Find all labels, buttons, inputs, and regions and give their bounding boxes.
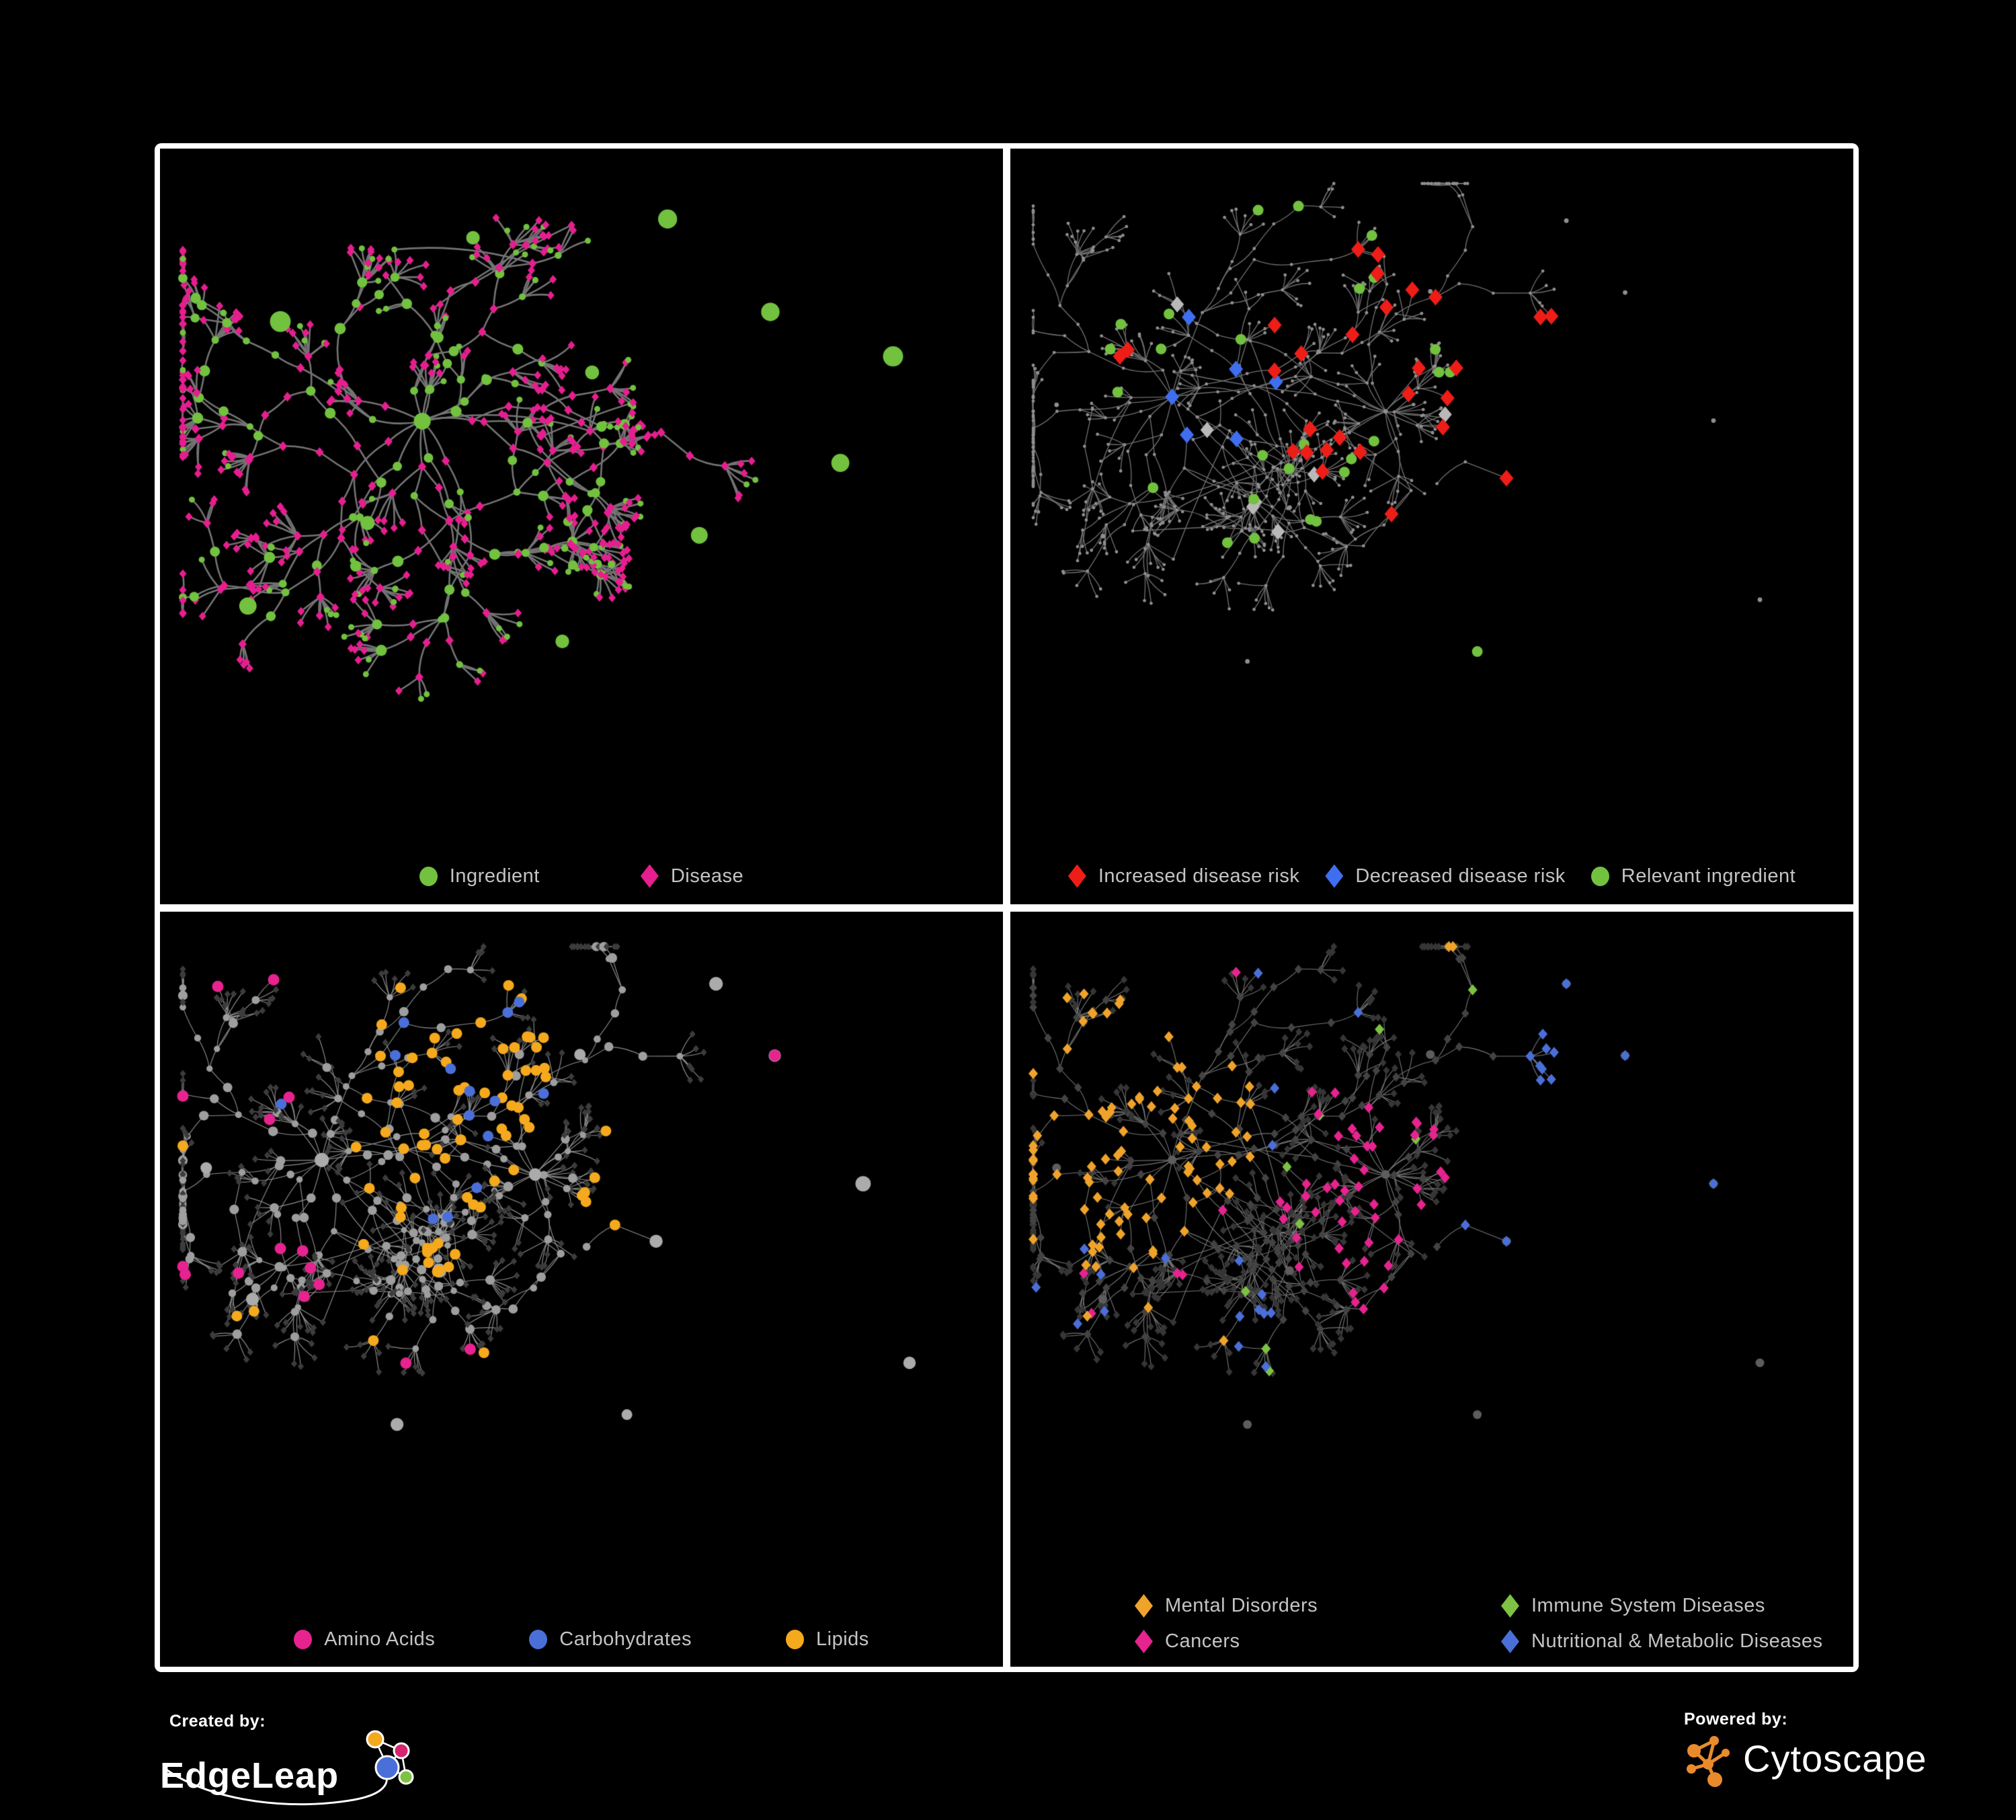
- legend-label: Disease: [670, 865, 744, 887]
- legend-ingredient-disease: Ingredient Disease: [160, 864, 1003, 888]
- edgeleap-logo-icon: [165, 1730, 414, 1806]
- powered-by-label: Powered by:: [1684, 1710, 1788, 1729]
- increased-risk-diamond-icon: [1067, 864, 1086, 888]
- legend-label: Relevant ingredient: [1621, 865, 1796, 887]
- immune-diseases-diamond-icon: [1501, 1594, 1519, 1618]
- legend-disease-risk: Increased disease risk Decreased disease…: [1010, 864, 1853, 888]
- nutrient-network-canvas: [160, 911, 1003, 1667]
- figure-grid: Ingredient Disease Increased disease ris…: [155, 143, 1859, 1672]
- disease-risk-network-canvas: [1010, 149, 1853, 904]
- legend-disease-classes: Mental Disorders Immune System Diseases …: [1135, 1594, 1822, 1653]
- panel-nutrient-classes: Amino Acids Carbohydrates Lipids: [160, 911, 1003, 1667]
- created-by-block: Created by: EdgeLeap: [160, 1712, 496, 1813]
- legend-item: Decreased disease risk: [1325, 864, 1566, 888]
- powered-by-block: Powered by: Cytoscape: [1684, 1710, 2000, 1804]
- legend-item: Disease: [640, 864, 744, 888]
- legend-label: Increased disease risk: [1098, 865, 1300, 887]
- disease-class-network-canvas: [1010, 911, 1853, 1667]
- panel-ingredient-disease: Ingredient Disease: [160, 149, 1003, 904]
- legend-label: Carbohydrates: [559, 1628, 692, 1650]
- disease-diamond-icon: [640, 864, 659, 888]
- legend-item: Cancers: [1135, 1630, 1501, 1653]
- legend-label: Immune System Diseases: [1531, 1595, 1765, 1616]
- legend-label: Nutritional & Metabolic Diseases: [1531, 1630, 1823, 1652]
- legend-item: Increased disease risk: [1067, 864, 1300, 888]
- legend-item: Nutritional & Metabolic Diseases: [1501, 1630, 1822, 1653]
- legend-item: Immune System Diseases: [1501, 1594, 1822, 1618]
- legend-label: Mental Disorders: [1165, 1595, 1318, 1616]
- carbohydrates-circle-icon: [529, 1630, 548, 1649]
- legend-item: Carbohydrates: [529, 1628, 692, 1651]
- panel-disease-risk: Increased disease risk Decreased disease…: [1010, 149, 1853, 904]
- legend-label: Amino Acids: [324, 1628, 436, 1650]
- ingredient-disease-network-canvas: [160, 149, 1003, 904]
- edgeleap-wordmark: EdgeLeap: [160, 1755, 339, 1796]
- nutritional-metabolic-diamond-icon: [1501, 1630, 1519, 1653]
- created-by-label: Created by:: [169, 1712, 266, 1731]
- legend-label: Cancers: [1165, 1630, 1240, 1652]
- cytoscape-wordmark: Cytoscape: [1743, 1737, 1927, 1780]
- decreased-risk-diamond-icon: [1325, 864, 1344, 888]
- legend-label: Lipids: [816, 1628, 869, 1650]
- panel-disease-classes: Mental Disorders Immune System Diseases …: [1010, 911, 1853, 1667]
- relevant-ingredient-circle-icon: [1590, 866, 1609, 886]
- legend-item: Amino Acids: [294, 1628, 435, 1651]
- legend-label: Decreased disease risk: [1355, 865, 1566, 887]
- legend-label: Ingredient: [449, 865, 540, 887]
- lipids-circle-icon: [786, 1630, 804, 1649]
- amino-acids-circle-icon: [294, 1630, 313, 1649]
- cancers-diamond-icon: [1135, 1630, 1153, 1653]
- ingredient-circle-icon: [419, 866, 438, 886]
- legend-item: Lipids: [786, 1628, 869, 1651]
- legend-item: Relevant ingredient: [1590, 865, 1796, 887]
- legend-item: Mental Disorders: [1135, 1594, 1501, 1618]
- legend-item: Ingredient: [419, 865, 540, 887]
- legend-nutrient-classes: Amino Acids Carbohydrates Lipids: [160, 1628, 1003, 1651]
- mental-disorders-diamond-icon: [1135, 1594, 1153, 1618]
- cytoscape-logo-icon: [1687, 1736, 1730, 1787]
